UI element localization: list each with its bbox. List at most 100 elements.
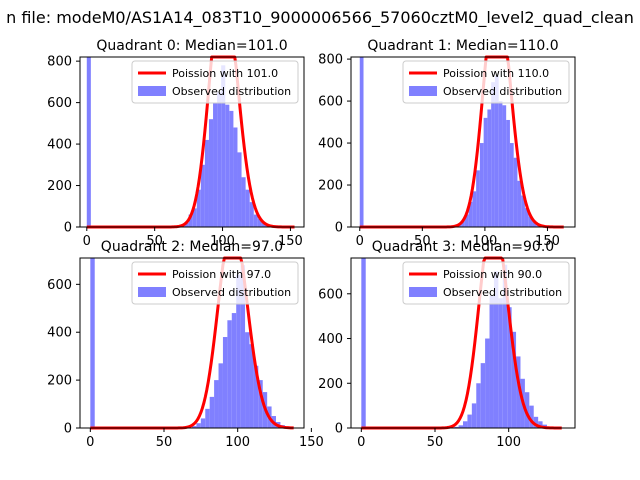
quadrant-2-ytick-label: 400 <box>47 326 72 341</box>
quadrant-3-xtick-label: 100 <box>496 435 521 450</box>
quadrant-2-panel: 0 50 100 150 0 200 400 600 Poission with 97.0 Obs… <box>47 239 324 450</box>
quadrant-0-panel: Quadrant 0: Median=101.0 0 50 100 150 0 200 40… <box>47 38 305 249</box>
quadrant-3-histogram-bar <box>498 298 503 428</box>
quadrant-0-xtick-label: 150 <box>278 234 303 249</box>
quadrant-2-xtick-label: 100 <box>225 435 250 450</box>
quadrant-1-histogram-bar <box>521 195 525 227</box>
quadrant-2-ytick-label: 600 <box>47 278 72 293</box>
quadrant-2-histogram-bar <box>258 380 263 428</box>
quadrant-0-histogram-bar <box>225 104 230 227</box>
quadrant-1-xtick-label: 100 <box>472 234 497 249</box>
quadrant-3-histogram-bar <box>511 331 517 428</box>
quadrant-0-xtick-label: 0 <box>83 234 91 249</box>
quadrant-2-histogram-bar <box>231 313 237 428</box>
quadrant-3-legend-box <box>402 261 570 305</box>
quadrant-0-ytick-label: 0 <box>64 221 72 236</box>
quadrant-1-legend-observed-label: Observed distribution <box>443 85 562 98</box>
quadrant-2-histogram-bar <box>240 265 246 428</box>
quadrant-2-histogram-bar <box>218 363 223 428</box>
quadrant-0-histogram-bar <box>196 189 201 227</box>
quadrant-3-histogram-bar <box>493 271 499 428</box>
quadrant-1-xtick-label: 50 <box>414 234 431 249</box>
quadrant-1-histogram-bar <box>509 143 514 227</box>
quadrant-0-histogram-bar <box>192 208 197 227</box>
quadrant-1-legend: Poission with 110.0 Observed distribution <box>402 60 570 104</box>
quadrant-3-xtick-label: 50 <box>427 435 444 450</box>
quadrant-2-legend-bar-swatch <box>138 287 166 297</box>
quadrant-3-histogram-bar <box>361 258 366 428</box>
quadrant-1-histogram-bar <box>359 57 364 227</box>
quadrant-0-histogram-bar <box>241 177 246 227</box>
quadrant-2-legend-poisson-label: Poission with 97.0 <box>172 268 271 281</box>
quadrant-0-axes-frame <box>79 56 305 228</box>
quadrant-1-histogram-bar <box>487 109 492 227</box>
quadrant-2-xtick-label: 0 <box>86 435 94 450</box>
quadrant-1-histogram-bar <box>532 220 537 227</box>
quadrant-1-histogram-bar <box>491 82 495 228</box>
quadrant-1-histogram-bar <box>464 214 469 227</box>
quadrant-2-xtick-label: 150 <box>299 435 324 450</box>
quadrant-1-axes-frame <box>350 56 576 228</box>
quadrant-0-histogram-bar <box>245 189 250 227</box>
quadrant-3-histogram-bar <box>454 426 459 428</box>
quadrant-0-histogram-bar <box>188 214 193 227</box>
quadrant-1-histogram-bar <box>513 157 518 227</box>
quadrant-1-histogram-bar <box>524 208 529 227</box>
quadrant-0-ytick-label: 200 <box>47 179 72 194</box>
quadrant-2-ytick-label: 0 <box>64 422 72 437</box>
quadrant-0-ytick-label: 400 <box>47 138 72 153</box>
quadrant-0-histogram-bar <box>213 102 218 227</box>
quadrant-1-histogram-bar <box>498 101 503 227</box>
quadrant-1-ytick-label: 800 <box>318 53 343 68</box>
quadrant-3-histogram-bar <box>502 264 508 428</box>
quadrant-0-xtick-label: 50 <box>146 234 163 249</box>
quadrant-2-histogram-bar <box>205 408 210 428</box>
quadrant-0-legend-observed-label: Observed distribution <box>172 85 291 98</box>
quadrant-1-legend-box <box>402 60 570 104</box>
quadrant-3-ytick-label: 0 <box>335 422 343 437</box>
quadrant-2-histogram-bar <box>245 332 250 428</box>
quadrant-2-legend: Poission with 97.0 Observed distribution <box>131 261 299 305</box>
quadrant-0-histogram-bar <box>217 92 222 228</box>
quadrant-1-histogram-bar <box>483 117 488 227</box>
quadrant-0-histogram-bar <box>200 164 205 227</box>
quadrant-3-legend-bar-swatch <box>409 287 437 297</box>
quadrant-2-legend-observed-label: Observed distribution <box>172 286 291 299</box>
quadrant-1-histogram-bar <box>461 220 465 227</box>
quadrant-3-ytick-label: 400 <box>318 332 343 347</box>
quadrant-0-legend-poisson-label: Poission with 101.0 <box>172 67 278 80</box>
quadrant-0-histogram-bar <box>261 222 266 227</box>
quadrant-1-xtick-label: 0 <box>356 234 364 249</box>
quadrant-2-histogram-bar <box>222 337 228 428</box>
quadrant-0-histogram-bar <box>229 110 234 227</box>
quadrant-3-ytick-label: 600 <box>318 287 343 302</box>
quadrant-0-histogram-bar <box>249 202 254 227</box>
quadrant-0-ytick-label: 600 <box>47 96 72 111</box>
quadrant-1-histogram-bar <box>502 105 507 227</box>
quadrant-3-histogram-bar <box>489 296 494 428</box>
quadrant-2-histogram-bar <box>192 426 197 428</box>
quadrant-2-histogram-bar <box>249 344 254 428</box>
quadrant-2-ytick-label: 200 <box>47 374 72 389</box>
quadrant-3-histogram-bar <box>533 416 539 428</box>
quadrant-3-histogram-bar <box>538 421 543 428</box>
quadrant-2-histogram-bar <box>227 320 232 428</box>
quadrant-3-histogram-bar <box>476 383 481 428</box>
quadrant-1-histogram-bar <box>494 75 499 227</box>
quadrant-0-histogram-bar <box>237 152 242 227</box>
quadrant-1-histogram-bar <box>506 119 510 227</box>
quadrant-0-histogram-bar <box>204 139 209 227</box>
quadrant-3-histogram-bar <box>516 356 521 428</box>
quadrant-2-histogram-bar <box>253 365 259 428</box>
quadrant-3-legend-poisson-label: Poission with 90.0 <box>443 268 542 281</box>
quadrant-3-histogram-bar <box>529 405 534 428</box>
quadrant-2-histogram-bar <box>236 274 241 428</box>
quadrant-1-xtick-label: 150 <box>535 234 560 249</box>
quadrant-0-legend: Poission with 101.0 Observed distribution <box>131 60 299 104</box>
quadrant-0-histogram-bar <box>86 57 91 227</box>
quadrant-0-xtick-label: 100 <box>210 234 235 249</box>
figure-suptitle: n file: modeM0/AS1A14_083T10_9000006566_… <box>6 8 634 28</box>
quadrant-1-histogram-bar <box>479 143 484 227</box>
quadrant-1-title: Quadrant 1: Median=110.0 <box>367 38 558 54</box>
